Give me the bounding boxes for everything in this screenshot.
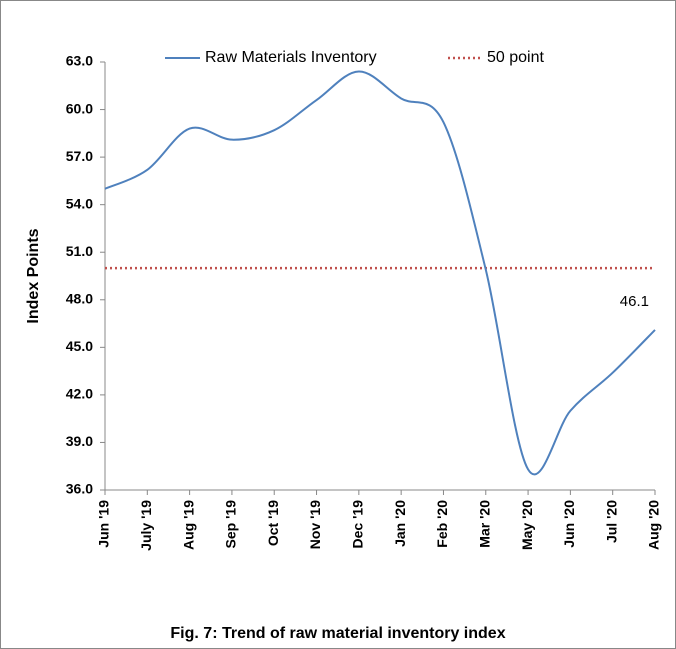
y-axis-title: Index Points	[25, 228, 42, 323]
x-tick-label: Jun '19	[96, 500, 112, 548]
x-tick-label: Jan '20	[392, 500, 408, 547]
x-tick-label: Aug '19	[180, 500, 196, 550]
x-tick-label: Sep '19	[223, 500, 239, 549]
x-tick-label: Mar '20	[476, 500, 492, 548]
y-tick-label: 48.0	[66, 290, 93, 306]
y-tick-label: 45.0	[66, 338, 93, 354]
x-tick-label: July '19	[138, 500, 154, 551]
x-tick-label: Nov '19	[307, 500, 323, 549]
y-tick-label: 39.0	[66, 433, 93, 449]
y-tick-label: 42.0	[66, 386, 93, 402]
y-tick-label: 57.0	[66, 148, 93, 164]
legend-label: Raw Materials Inventory	[205, 49, 377, 66]
chart-title: Fig. 7: Trend of raw material inventory …	[170, 625, 505, 642]
x-tick-label: Jul '20	[603, 500, 619, 543]
x-tick-label: Jun '20	[561, 500, 577, 548]
y-tick-label: 60.0	[66, 100, 93, 116]
y-tick-label: 63.0	[66, 53, 93, 69]
x-tick-label: Dec '19	[350, 500, 366, 549]
y-tick-label: 36.0	[66, 481, 93, 497]
x-tick-label: May '20	[519, 500, 535, 550]
series-line	[104, 70, 656, 476]
legend-label: 50 point	[487, 49, 544, 66]
x-tick-label: Aug '20	[646, 500, 662, 550]
y-tick-label: 54.0	[66, 195, 93, 211]
x-tick-label: Oct '19	[265, 500, 281, 546]
data-label: 46.1	[620, 293, 649, 310]
x-tick-label: Feb '20	[434, 500, 450, 548]
y-tick-label: 51.0	[66, 243, 93, 259]
